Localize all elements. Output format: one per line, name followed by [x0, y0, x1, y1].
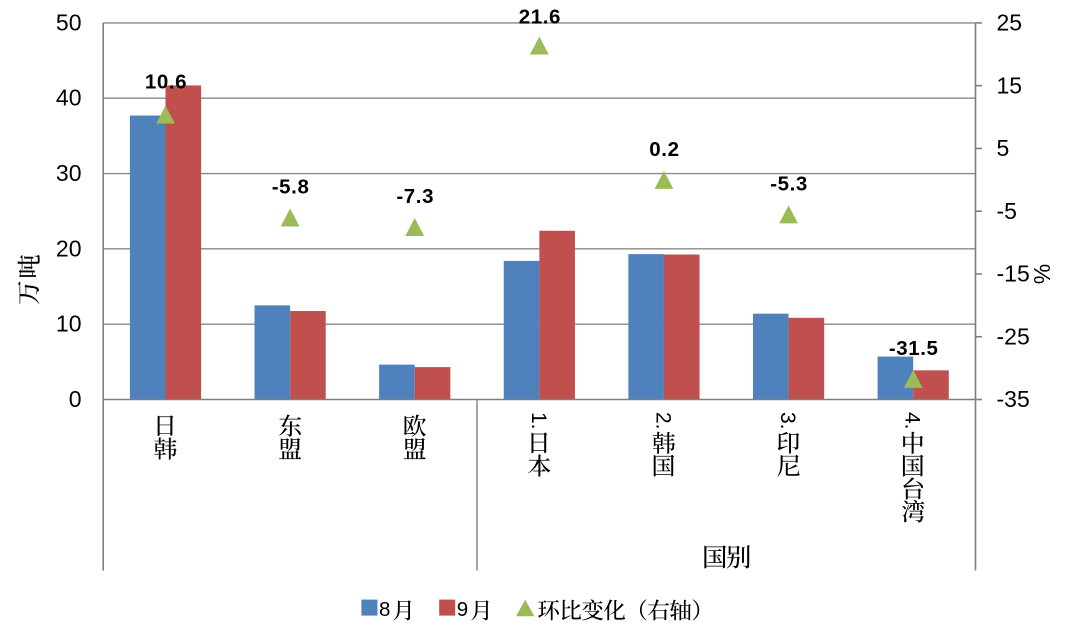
svg-text:25: 25 — [997, 10, 1023, 36]
svg-text:%: % — [1029, 264, 1055, 284]
svg-text:9: 9 — [457, 598, 468, 621]
svg-text:2.: 2. — [651, 412, 674, 430]
svg-text:0.2: 0.2 — [649, 138, 679, 161]
svg-text:-5: -5 — [997, 198, 1017, 224]
svg-text:20: 20 — [56, 235, 82, 261]
svg-text:21.6: 21.6 — [519, 6, 561, 29]
svg-text:1.: 1. — [527, 412, 550, 430]
svg-text:-35: -35 — [997, 386, 1030, 412]
svg-text:3.: 3. — [776, 412, 799, 430]
svg-text:0: 0 — [69, 386, 82, 412]
svg-text:-7.3: -7.3 — [396, 185, 434, 208]
svg-text:30: 30 — [56, 160, 82, 186]
svg-text:50: 50 — [56, 9, 82, 35]
svg-text:-5.8: -5.8 — [272, 176, 310, 199]
svg-text:4.: 4. — [901, 412, 924, 430]
svg-text:15: 15 — [997, 72, 1023, 98]
svg-text:10: 10 — [56, 311, 82, 337]
svg-text:-5.3: -5.3 — [770, 173, 808, 196]
svg-text:8: 8 — [379, 598, 390, 621]
svg-text:-15: -15 — [997, 261, 1030, 287]
svg-text:10.6: 10.6 — [145, 70, 187, 93]
svg-text:40: 40 — [56, 85, 82, 111]
svg-text:5: 5 — [997, 135, 1010, 161]
svg-text:-31.5: -31.5 — [889, 337, 939, 360]
svg-text:-25: -25 — [997, 323, 1030, 349]
